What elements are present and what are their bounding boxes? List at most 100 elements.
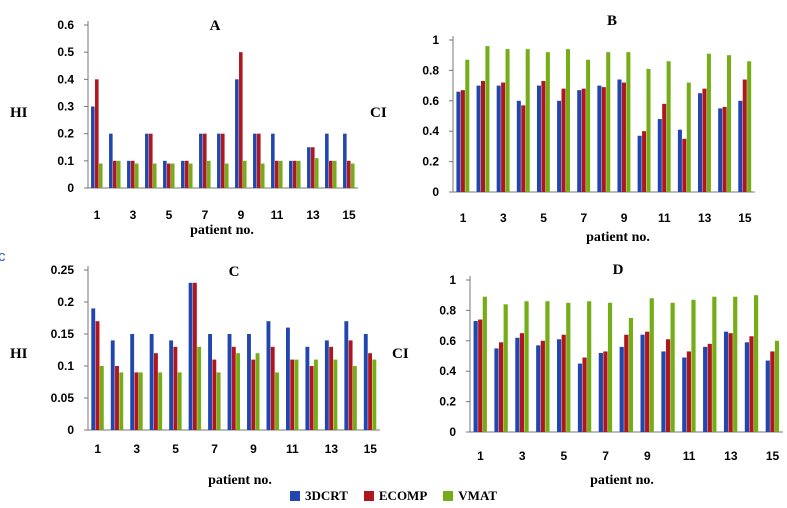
legend-swatch-3dcrt: [290, 491, 300, 501]
panel-b-bar-vmat-5: [545, 52, 550, 192]
panel-c-bar-vmat-4: [158, 372, 163, 430]
panel-d-bar-3dcrt-12: [703, 346, 708, 432]
panel-d-bar-ecomp-4: [540, 340, 545, 432]
panel-b-bar-ecomp-8: [601, 87, 606, 192]
panel-a-bar-vmat-13: [314, 158, 319, 188]
panel-d-bar-3dcrt-2: [494, 348, 499, 432]
panel-d-bar-ecomp-3: [519, 333, 525, 432]
panel-d-x-tick-label: 7: [602, 449, 609, 463]
panel-c-bar-ecomp-1: [95, 321, 100, 430]
panel-a-bar-vmat-12: [296, 160, 301, 188]
panel-a-bar-vmat-3: [134, 163, 139, 188]
panel-d-bar-ecomp-8: [624, 334, 629, 432]
panel-b-bar-3dcrt-11: [657, 119, 662, 192]
panel-c-x-tick-label: 11: [286, 442, 299, 456]
panel-b-x-tick-label: 5: [540, 211, 547, 225]
stray-letter: c: [0, 248, 6, 265]
panel-d-y-tick-label: 0.8: [439, 303, 456, 317]
panel-d-bar-vmat-3: [524, 301, 529, 432]
panel-d-bar-3dcrt-3: [515, 337, 520, 432]
panel-a-bar-vmat-4: [152, 163, 157, 188]
panel-a-bar-vmat-5: [170, 163, 175, 188]
panel-d-bar-vmat-12: [712, 296, 717, 432]
panel-c-y-tick-label: 0: [67, 423, 74, 437]
panel-c-bar-3dcrt-8: [227, 334, 232, 430]
panel-c-bar-vmat-15: [372, 359, 377, 430]
panel-a-bar-3dcrt-14: [325, 133, 329, 188]
panel-d-bar-vmat-1: [482, 296, 487, 432]
panel-d-bar-3dcrt-11: [682, 357, 687, 432]
legend: 3DCRT ECOMP VMAT: [290, 488, 497, 504]
panel-d-bar-vmat-13: [733, 296, 738, 432]
panel-c-bar-3dcrt-6: [188, 282, 193, 430]
panel-d-bar-ecomp-14: [749, 336, 754, 432]
panel-a-bar-ecomp-5: [167, 163, 171, 188]
legend-swatch-ecomp: [363, 491, 374, 501]
panel-b-bar-ecomp-5: [541, 81, 546, 192]
panel-b-bar-3dcrt-9: [617, 79, 622, 192]
panel-b-y-tick-label: 0.4: [422, 124, 439, 138]
panel-d-bar-ecomp-2: [499, 342, 504, 432]
panel-c-x-tick-label: 1: [94, 442, 101, 456]
panel-c-y-tick-label: 0.2: [57, 295, 74, 309]
panel-d-x-tick-label: 3: [519, 449, 526, 463]
panel-a-bar-3dcrt-9: [235, 79, 239, 188]
panel-a-bar-vmat-6: [188, 163, 193, 188]
panel-a-bar-vmat-7: [206, 160, 211, 188]
panel-c-bar-ecomp-5: [173, 346, 178, 430]
panel-a-bar-ecomp-1: [95, 79, 99, 188]
panel-a-y-tick-label: 0.1: [57, 154, 74, 168]
panel-b-bar-vmat-9: [626, 52, 631, 192]
panel-b-bar-ecomp-14: [722, 106, 727, 192]
panel-c-bar-vmat-8: [236, 353, 241, 430]
panel-b-bar-vmat-4: [525, 49, 530, 193]
panel-a-bar-ecomp-15: [347, 160, 351, 188]
panel-a-y-tick-label: 0.4: [57, 72, 74, 86]
panel-c-bar-ecomp-12: [309, 366, 314, 430]
panel-b-bar-vmat-12: [686, 82, 691, 192]
panel-b-bar-3dcrt-6: [557, 100, 562, 192]
panel-d-y-tick-label: 0.6: [439, 334, 456, 348]
panel-a-bar-ecomp-7: [203, 133, 207, 188]
panel-b-y-tick-label: 0.8: [422, 63, 439, 77]
panel-a-bar-ecomp-8: [221, 133, 225, 188]
panel-d-bar-vmat-2: [503, 304, 508, 432]
panel-a-bar-3dcrt-5: [163, 160, 167, 188]
panel-c-title: C: [229, 264, 240, 280]
panel-b-bar-ecomp-9: [621, 82, 626, 192]
panel-b-bar-ecomp-3: [501, 82, 506, 192]
panel-d-bar-vmat-10: [670, 302, 675, 432]
panel-a-bar-ecomp-12: [293, 160, 297, 188]
panel-c-bar-vmat-5: [177, 372, 182, 430]
panel-c-bar-vmat-6: [197, 346, 202, 430]
panel-c-bar-vmat-1: [99, 366, 104, 430]
panel-a-bar-ecomp-3: [131, 160, 135, 188]
panel-a-bar-vmat-2: [116, 160, 121, 188]
panel-a-y-tick-label: 0.6: [57, 18, 74, 32]
panel-b-x-tick-label: 13: [698, 211, 712, 225]
panel-b-x-tick-label: 7: [581, 211, 588, 225]
panel-b-bar-ecomp-15: [742, 79, 747, 192]
panel-d-bar-3dcrt-1: [473, 321, 478, 432]
panel-d-y-tick-label: 0.4: [439, 364, 456, 378]
panel-a-x-tick-label: 7: [202, 208, 209, 222]
panel-c-x-tick-label: 3: [133, 442, 140, 456]
panel-c-bar-3dcrt-2: [110, 340, 115, 430]
panel-c-bar-3dcrt-12: [305, 346, 310, 430]
panel-b-bar-3dcrt-1: [456, 91, 461, 192]
legend-item-ecomp: ECOMP: [363, 488, 427, 504]
panel-d-bar-ecomp-9: [645, 331, 650, 432]
legend-swatch-vmat: [443, 491, 454, 501]
panel-a-bar-3dcrt-3: [127, 160, 131, 188]
panel-b-x-tick-label: 9: [621, 211, 628, 225]
panel-c-bar-ecomp-8: [231, 346, 236, 430]
panel-a-y-tick-label: 0.5: [57, 45, 74, 59]
panel-d-bar-3dcrt-9: [640, 334, 645, 432]
panel-b-bar-3dcrt-10: [637, 135, 642, 192]
panel-d-bar-vmat-9: [649, 298, 654, 432]
panel-a-x-tick-label: 13: [306, 208, 320, 222]
panel-a-bar-3dcrt-7: [199, 133, 203, 188]
panel-a-bar-vmat-8: [224, 163, 229, 188]
panel-c-bar-3dcrt-10: [266, 321, 271, 430]
